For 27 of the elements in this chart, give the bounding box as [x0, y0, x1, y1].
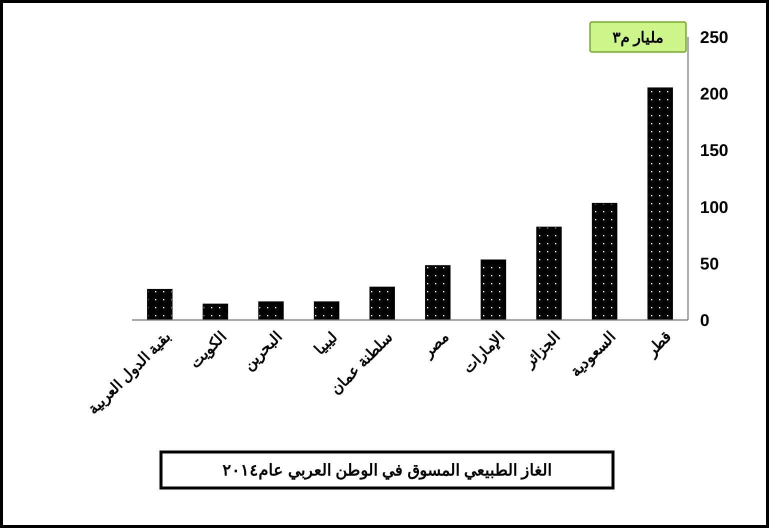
- y-axis-title: مليار م٣: [612, 29, 664, 46]
- bar: [147, 288, 173, 320]
- x-tick-label: مصر: [419, 328, 452, 362]
- bar: [592, 202, 618, 320]
- bar: [425, 265, 451, 320]
- bar: [480, 260, 506, 320]
- bar: [202, 304, 228, 320]
- x-tick-label: بقية الدول العربية: [85, 328, 174, 418]
- x-tick-label: الإمارات: [460, 328, 508, 377]
- text: الغاز الطبيعي المسوق في الوطن العربي عام٢٠١٤: [222, 462, 552, 481]
- bar: [258, 301, 284, 320]
- y-tick-label: 0: [700, 310, 710, 330]
- y-tick-label: 100: [700, 198, 728, 217]
- x-tick-label: الجزائر: [520, 328, 564, 372]
- x-tick-label: الكويت: [186, 328, 230, 372]
- y-tick-label: 200: [700, 84, 728, 104]
- bar: [647, 87, 673, 320]
- bar: [369, 286, 395, 320]
- x-tick-label: البحرين: [240, 328, 286, 374]
- y-tick-label: 50: [700, 254, 719, 274]
- y-tick-label: 150: [700, 141, 728, 160]
- bar: [314, 301, 340, 320]
- y-tick-label: 250: [700, 28, 728, 47]
- bar: [536, 226, 562, 320]
- x-tick-label: قطر: [642, 328, 675, 360]
- x-tick-label: السعودية: [568, 328, 620, 380]
- x-tick-label: ليبيا: [311, 328, 342, 358]
